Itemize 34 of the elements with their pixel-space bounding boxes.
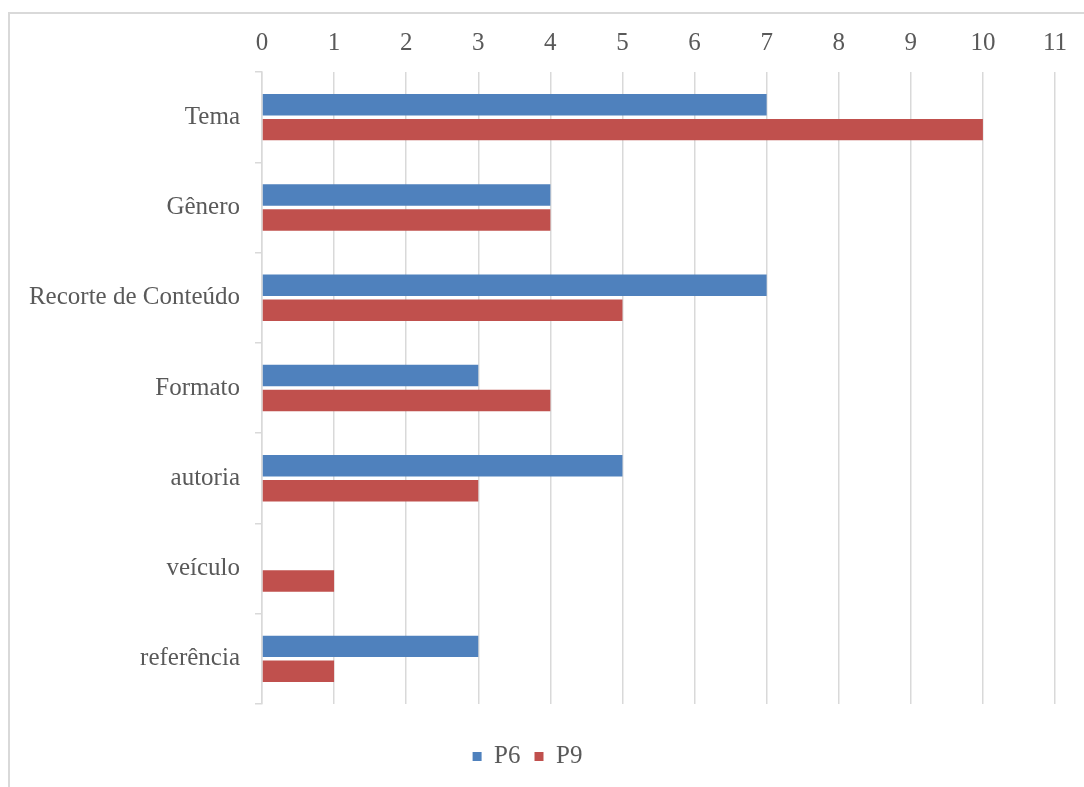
x-tick-label: 1 xyxy=(327,27,341,55)
bar xyxy=(262,93,767,116)
y-tick-label: Tema xyxy=(184,101,240,129)
y-tick-label: veículo xyxy=(166,553,240,581)
x-tick-label: 3 xyxy=(472,27,485,55)
bar xyxy=(262,480,479,502)
x-tick-label: 2 xyxy=(399,27,413,55)
bar xyxy=(262,299,623,321)
y-tick-label: Formato xyxy=(155,372,240,400)
legend-label: P9 xyxy=(556,741,583,769)
bar xyxy=(262,635,479,658)
bar xyxy=(262,364,479,387)
x-tick-label: 4 xyxy=(544,27,558,55)
x-tick-label: 9 xyxy=(904,27,918,55)
x-tick-label: 7 xyxy=(760,27,773,55)
y-tick-label: Recorte de Conteúdo xyxy=(28,282,240,310)
bar xyxy=(262,209,551,231)
x-tick-label: 11 xyxy=(1042,27,1068,55)
y-tick-label: referência xyxy=(140,643,240,671)
x-tick-label: 8 xyxy=(832,27,845,55)
x-tick-label: 6 xyxy=(688,27,701,55)
bar xyxy=(262,118,983,141)
bar xyxy=(262,389,551,412)
bar xyxy=(262,570,335,592)
bar xyxy=(262,660,335,683)
bar xyxy=(262,274,767,296)
y-tick-label: autoria xyxy=(170,462,240,490)
y-tick-label: Gênero xyxy=(166,191,240,219)
x-tick-label: 10 xyxy=(970,27,996,55)
x-tick-label: 0 xyxy=(255,27,269,55)
bar xyxy=(262,184,551,206)
bar xyxy=(262,455,623,477)
legend-label: P6 xyxy=(494,741,521,769)
x-tick-label: 5 xyxy=(616,27,629,55)
